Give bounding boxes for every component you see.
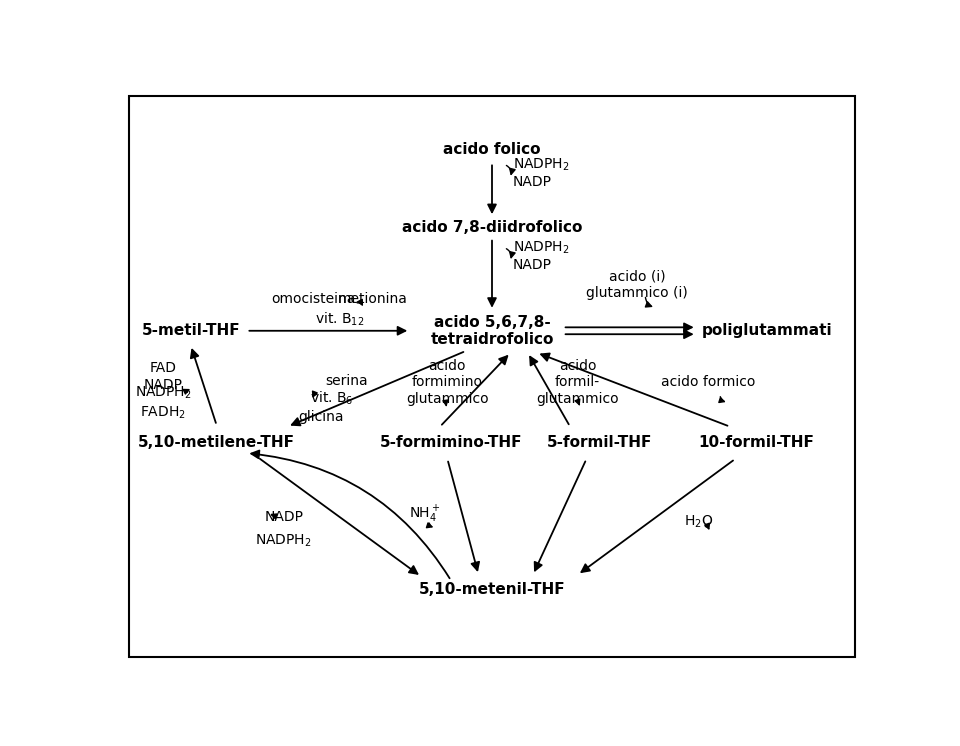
Text: acido
formil-
glutammico: acido formil- glutammico [537,360,619,406]
Text: acido
formimino
glutammico: acido formimino glutammico [406,360,489,406]
Text: NADPH$_2$: NADPH$_2$ [255,532,312,548]
Text: acido (i)
glutammico (i): acido (i) glutammico (i) [587,270,688,300]
Text: metionina: metionina [338,292,408,306]
Text: 5-formimino-THF: 5-formimino-THF [380,435,522,451]
Text: acido folico: acido folico [444,142,540,157]
Text: vit. B$_6$: vit. B$_6$ [310,390,354,407]
Text: 5-formil-THF: 5-formil-THF [547,435,653,451]
Text: serina: serina [325,374,369,389]
Text: 5,10-metilene-THF: 5,10-metilene-THF [138,435,296,451]
Text: 5-metil-THF: 5-metil-THF [141,323,240,338]
Text: omocisteina: omocisteina [272,292,355,306]
Text: 10-formil-THF: 10-formil-THF [698,435,814,451]
Text: acido 5,6,7,8-
tetraidrofolico: acido 5,6,7,8- tetraidrofolico [430,315,554,347]
Text: NADP: NADP [264,510,303,524]
Text: vit. B$_{12}$: vit. B$_{12}$ [315,310,364,328]
Text: NADPH$_2$
FADH$_2$: NADPH$_2$ FADH$_2$ [134,384,191,421]
Text: NADPH$_2$
NADP: NADPH$_2$ NADP [513,157,569,189]
Text: acido 7,8-diidrofolico: acido 7,8-diidrofolico [402,220,582,235]
Text: poliglutammati: poliglutammati [702,323,832,338]
Text: NADPH$_2$
NADP: NADPH$_2$ NADP [513,239,569,272]
Text: H$_2$O: H$_2$O [684,513,713,530]
Text: NH$_4^+$: NH$_4^+$ [409,504,441,525]
Text: 5,10-metenil-THF: 5,10-metenil-THF [419,582,565,597]
Text: FAD
NADP: FAD NADP [144,361,182,392]
Text: acido formico: acido formico [660,375,755,389]
Text: glicina: glicina [299,410,344,424]
